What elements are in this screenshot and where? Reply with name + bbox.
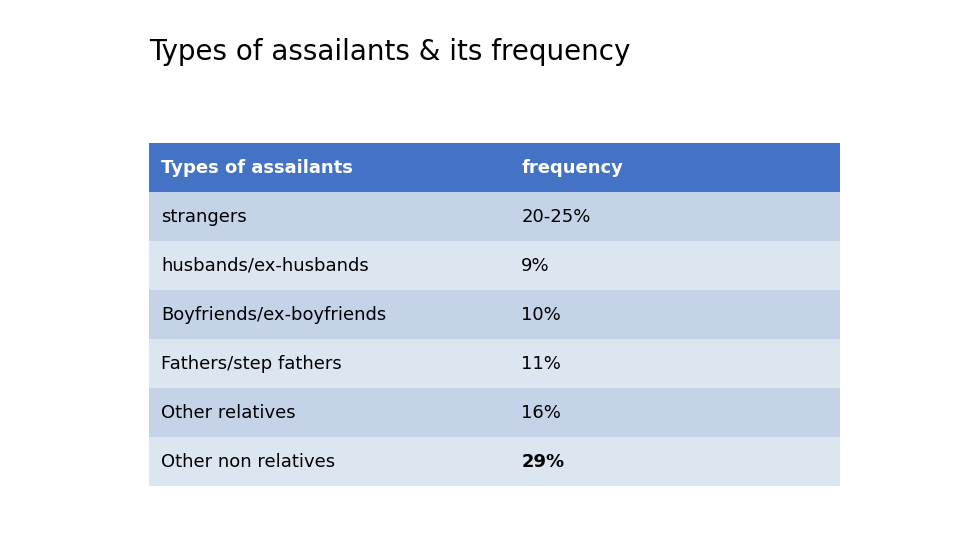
- Text: 29%: 29%: [521, 453, 564, 470]
- Text: 20-25%: 20-25%: [521, 207, 590, 226]
- Text: frequency: frequency: [521, 159, 623, 177]
- Text: Boyfriends/ex-boyfriends: Boyfriends/ex-boyfriends: [161, 306, 387, 323]
- Text: Types of assailants: Types of assailants: [161, 159, 353, 177]
- Text: 11%: 11%: [521, 355, 562, 373]
- Text: 10%: 10%: [521, 306, 561, 323]
- Text: 16%: 16%: [521, 403, 562, 422]
- Text: strangers: strangers: [161, 207, 247, 226]
- Text: Types of assailants & its frequency: Types of assailants & its frequency: [149, 38, 630, 66]
- Text: Other non relatives: Other non relatives: [161, 453, 335, 470]
- Text: 9%: 9%: [521, 256, 550, 274]
- Text: husbands/ex-husbands: husbands/ex-husbands: [161, 256, 369, 274]
- Text: Other relatives: Other relatives: [161, 403, 296, 422]
- Text: Fathers/step fathers: Fathers/step fathers: [161, 355, 342, 373]
